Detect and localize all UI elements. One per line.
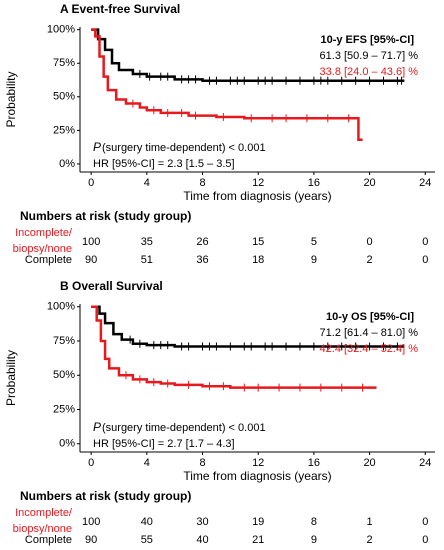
panel-title: B Overall Survival [60,279,163,293]
risk-count: 9 [311,254,317,266]
risk-group-label: biopsy/none [13,523,72,535]
hazard-ratio: HR [95%-CI] = 2.7 [1.7 – 4.3] [93,438,235,450]
p-symbol: P [93,140,101,154]
x-tick-label: 0 [88,457,94,469]
y-tick-label: 0% [59,438,75,450]
risk-group-label: Complete [25,534,72,546]
x-tick-label: 24 [419,177,431,189]
x-tick-label: 20 [363,177,375,189]
x-tick-label: 12 [252,457,264,469]
risk-count: 36 [196,254,208,266]
x-tick-label: 16 [308,457,320,469]
risk-table-title: Numbers at risk (study group) [20,489,191,503]
risk-count: 0 [422,534,428,546]
estimate-header: 10-y OS [95%-CI] [326,311,414,323]
x-tick-label: 8 [199,177,205,189]
risk-count: 55 [141,534,153,546]
x-tick-label: 8 [199,457,205,469]
survival-curve [91,28,405,82]
risk-count: 40 [196,534,208,546]
risk-group-label: Incomplete/ [15,227,73,239]
y-tick-label: 0% [59,158,75,170]
x-tick-label: 0 [88,177,94,189]
p-text: (surgery time-dependent) < 0.001 [102,422,266,434]
risk-group-label: biopsy/none [13,243,72,255]
risk-count: 5 [311,236,317,248]
risk-count: 40 [141,516,153,528]
risk-count: 30 [196,516,208,528]
estimate-label: 71.2 [61.4 – 81.0] % [320,327,419,339]
risk-table-title: Numbers at risk (study group) [20,209,191,223]
y-axis-title: Probability [4,71,18,127]
y-axis-title: Probability [4,350,18,406]
y-tick-label: 25% [53,403,75,415]
x-tick-label: 12 [252,177,264,189]
risk-count: 1 [367,516,373,528]
estimate-header: 10-y EFS [95%-CI] [320,34,414,46]
risk-count: 0 [367,236,373,248]
survival-curve [91,305,377,389]
x-tick-label: 4 [144,457,150,469]
risk-count: 15 [252,236,264,248]
risk-count: 90 [85,254,97,266]
y-tick-label: 75% [53,57,75,69]
risk-count: 100 [82,236,100,248]
p-text: (surgery time-dependent) < 0.001 [102,142,266,154]
x-axis-title: Time from diagnosis (years) [183,189,331,203]
risk-count: 8 [311,516,317,528]
risk-count: 9 [311,534,317,546]
risk-count: 19 [252,516,264,528]
risk-count: 0 [422,236,428,248]
risk-count: 18 [252,254,264,266]
y-tick-label: 25% [53,124,75,136]
estimate-label: 42.4 [32.4 – 52.4] % [320,343,419,355]
y-tick-label: 100% [47,301,75,313]
y-tick-label: 75% [53,335,75,347]
x-tick-label: 20 [363,457,375,469]
risk-count: 51 [141,254,153,266]
estimate-label: 33.8 [24.0 – 43.6] % [320,66,419,78]
risk-count: 21 [252,534,264,546]
risk-group-label: Complete [25,254,72,266]
risk-count: 90 [85,534,97,546]
risk-group-label: Incomplete/ [15,507,73,519]
risk-count: 0 [422,254,428,266]
risk-count: 26 [196,236,208,248]
risk-count: 2 [367,534,373,546]
hazard-ratio: HR [95%-CI] = 2.3 [1.5 – 3.5] [93,158,235,170]
estimate-label: 61.3 [50.9 – 71.7] % [320,50,419,62]
panel-title: A Event-free Survival [60,2,180,16]
x-tick-label: 4 [144,177,150,189]
risk-count: 100 [82,516,100,528]
risk-count: 2 [367,254,373,266]
y-tick-label: 50% [53,91,75,103]
x-tick-label: 16 [308,177,320,189]
y-tick-label: 50% [53,369,75,381]
y-tick-label: 100% [47,24,75,36]
x-tick-label: 24 [419,457,431,469]
risk-count: 0 [422,516,428,528]
survival-curve [91,28,363,142]
p-symbol: P [93,420,101,434]
risk-count: 35 [141,236,153,248]
x-axis-title: Time from diagnosis (years) [183,469,331,483]
